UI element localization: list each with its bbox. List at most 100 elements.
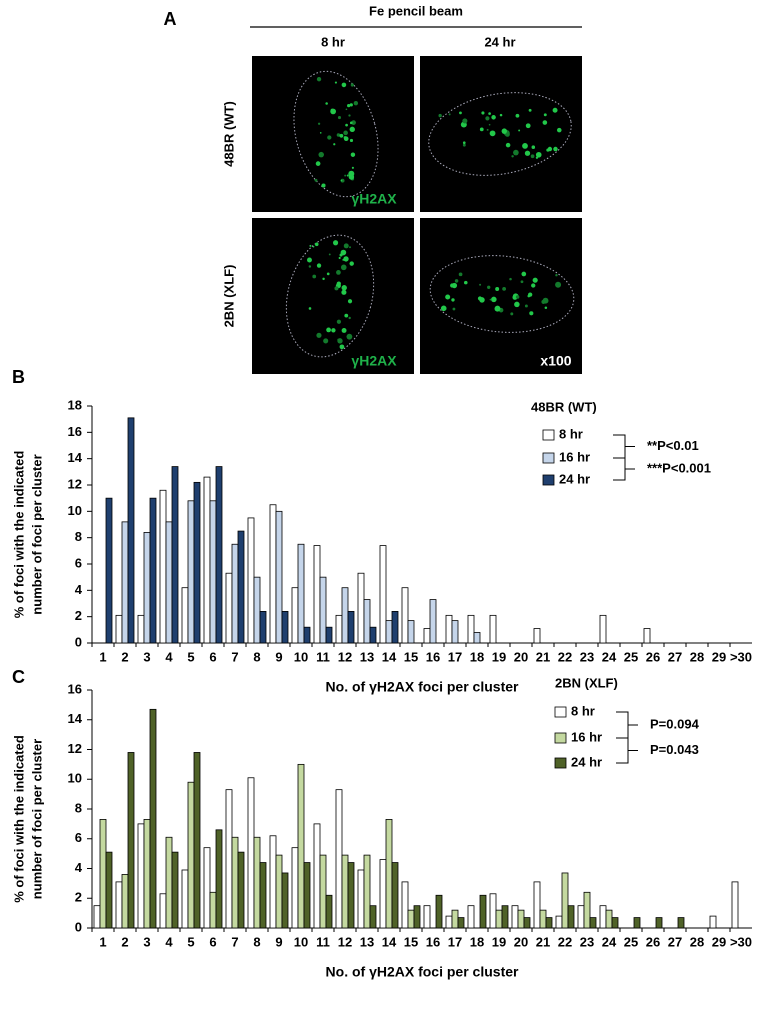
focus [327, 135, 332, 140]
focus [350, 152, 356, 157]
focus [350, 83, 354, 87]
micrograph [420, 218, 582, 374]
focus [479, 127, 484, 132]
x-tick-label: 9 [275, 934, 282, 949]
focus [343, 130, 348, 136]
focus [524, 304, 528, 308]
focus [543, 113, 547, 117]
focus [334, 81, 337, 84]
bar [567, 905, 575, 929]
focus [346, 333, 353, 340]
bar [231, 543, 239, 644]
focus [343, 243, 349, 249]
bar [363, 599, 371, 644]
y-tick-label: 12 [68, 476, 82, 491]
x-tick-label: 21 [536, 934, 550, 949]
x-tick-label: 4 [165, 934, 173, 949]
legend-title: 48BR (WT) [531, 399, 597, 414]
x-tick-label: 15 [404, 649, 418, 664]
x-tick-label: 14 [382, 649, 397, 664]
bar [291, 847, 299, 929]
focus [340, 249, 347, 256]
y-tick-label: 2 [75, 608, 82, 623]
bar [143, 532, 151, 644]
bar [457, 917, 465, 929]
x-tick-label: 20 [514, 649, 528, 664]
bar [599, 614, 607, 644]
x-tick-label: 25 [624, 934, 638, 949]
focus [308, 307, 312, 310]
magnification-label: x100 [540, 353, 571, 369]
bar [303, 862, 311, 929]
bar [555, 915, 563, 929]
bar [253, 576, 261, 644]
bar [193, 481, 201, 644]
focus [346, 174, 349, 177]
x-tick-label: 7 [231, 649, 238, 664]
bar [451, 909, 459, 929]
focus [314, 242, 319, 247]
focus [515, 113, 520, 118]
y-axis-title: % of foci with the indicated [11, 451, 26, 619]
y-tick-label: 12 [68, 741, 82, 756]
column-label: 8 hr [321, 34, 345, 49]
focus [321, 183, 326, 188]
bar [325, 626, 333, 644]
bar [341, 587, 349, 644]
bar [269, 835, 277, 929]
focus [336, 281, 341, 286]
focus [521, 271, 527, 277]
treatment-label: Fe pencil beam [369, 3, 463, 18]
x-tick-label: 24 [602, 934, 617, 949]
legend-swatch [542, 452, 555, 464]
y-tick-label: 8 [75, 529, 82, 544]
focus [334, 286, 339, 291]
focus [488, 123, 491, 126]
x-tick-label: 27 [668, 649, 682, 664]
bar [275, 510, 283, 644]
bar [369, 626, 377, 644]
focus [339, 133, 344, 138]
bar [545, 917, 553, 929]
bar [451, 620, 459, 644]
bar [149, 497, 157, 644]
bar [105, 497, 113, 644]
y-tick-label: 16 [68, 424, 82, 439]
focus [542, 297, 549, 304]
x-tick-label: 19 [492, 649, 506, 664]
bar [237, 530, 245, 644]
x-tick-label: 17 [448, 649, 462, 664]
bracket [613, 457, 635, 481]
bar [115, 881, 123, 929]
x-tick-label: 22 [558, 934, 572, 949]
bar [533, 628, 541, 644]
focus [326, 272, 330, 276]
focus [333, 143, 336, 146]
bar [655, 917, 663, 929]
bar [605, 909, 613, 929]
focus [312, 245, 315, 248]
bar [313, 545, 321, 644]
bar [149, 708, 157, 929]
x-tick-label: 13 [360, 934, 374, 949]
focus [353, 101, 359, 106]
focus [343, 256, 349, 262]
x-tick-label: 15 [404, 934, 418, 949]
y-tick-label: 14 [68, 450, 83, 465]
bar [237, 851, 245, 929]
bar [391, 611, 399, 644]
x-tick-label: 26 [646, 649, 660, 664]
bar [347, 611, 355, 644]
focus [330, 108, 334, 112]
x-tick-label: 8 [253, 934, 260, 949]
x-tick-label: >30 [730, 934, 752, 949]
column-label: 24 hr [484, 34, 515, 49]
bar [247, 517, 255, 644]
x-tick-label: 16 [426, 649, 440, 664]
micrograph [252, 218, 414, 374]
focus [448, 113, 451, 116]
focus [535, 151, 542, 158]
bar [517, 909, 525, 929]
p-value: **P<0.01 [647, 438, 699, 453]
